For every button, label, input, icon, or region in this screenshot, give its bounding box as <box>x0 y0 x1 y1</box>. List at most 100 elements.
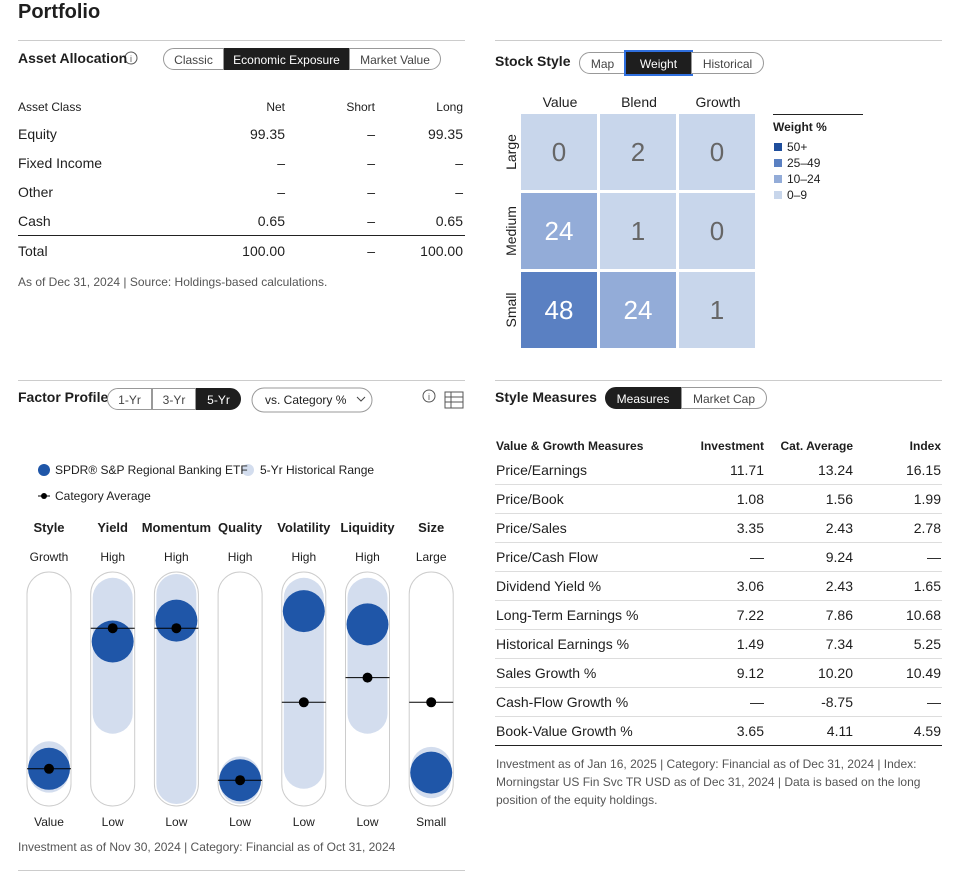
table-cell: Price/Cash Flow <box>496 549 598 565</box>
tab[interactable]: Market Value <box>349 48 441 70</box>
factor-name: Volatility <box>277 520 331 535</box>
table-cell: – <box>277 184 285 200</box>
factor-low: Low <box>356 815 379 829</box>
fund-marker <box>282 590 325 633</box>
table-cell: – <box>277 155 285 171</box>
fund-marker <box>155 599 198 642</box>
divider <box>18 40 465 41</box>
table-cell: 9.24 <box>825 549 853 565</box>
legend-marker <box>38 464 50 476</box>
factor-low: Low <box>165 815 188 829</box>
legend-marker <box>41 493 47 499</box>
table-cell: – <box>455 155 463 171</box>
table-cell: Historical Earnings % <box>496 636 630 652</box>
style-cell: 24 <box>600 272 676 348</box>
table-cell: 99.35 <box>249 126 285 142</box>
table-cell: 7.34 <box>825 636 853 652</box>
table-cell: 2.78 <box>913 520 941 536</box>
table-cell: Price/Earnings <box>496 462 588 478</box>
table-cell: Equity <box>18 126 57 142</box>
table-cell: Long-Term Earnings % <box>496 607 639 623</box>
legend-label: 50+ <box>787 140 808 154</box>
table-cell: 3.35 <box>736 520 764 536</box>
factor-low: Low <box>292 815 315 829</box>
row-divider <box>495 716 942 717</box>
factor-high: Growth <box>29 550 69 564</box>
dropdown[interactable]: vs. Category % <box>265 393 347 407</box>
factor-track <box>408 571 454 807</box>
table-cell: – <box>367 213 375 229</box>
column-header: Long <box>436 100 463 114</box>
table-cell: 0.65 <box>257 213 285 229</box>
row-divider <box>495 745 942 746</box>
row-divider <box>495 658 942 659</box>
factor-high: High <box>227 550 253 564</box>
info-icon[interactable]: i <box>422 389 436 403</box>
category-marker <box>362 672 373 683</box>
total-divider <box>18 235 465 236</box>
row-divider <box>495 571 942 572</box>
row-header: Small <box>503 292 519 328</box>
row-divider <box>495 513 942 514</box>
section-title: Factor Profile <box>18 389 109 405</box>
table-cell: -8.75 <box>821 694 853 710</box>
row-divider <box>495 600 942 601</box>
legend-swatch <box>774 143 782 151</box>
row-divider <box>495 687 942 688</box>
total-cell: 100.00 <box>420 243 463 259</box>
svg-text:i: i <box>428 392 430 402</box>
row-divider <box>495 484 942 485</box>
table-cell: 4.59 <box>913 723 941 739</box>
table-cell: 10.20 <box>817 665 853 681</box>
factor-low: Low <box>101 815 124 829</box>
divider <box>18 380 465 381</box>
table-cell: 16.15 <box>905 462 941 478</box>
tab[interactable]: 3-Yr <box>152 388 196 410</box>
tab[interactable]: 1-Yr <box>107 388 152 410</box>
table-cell: 2.43 <box>825 578 853 594</box>
tab[interactable]: Economic Exposure <box>224 48 349 70</box>
style-cell: 0 <box>679 114 755 190</box>
style-cell: 2 <box>600 114 676 190</box>
column-header: Value & Growth Measures <box>496 439 644 453</box>
table-cell: Other <box>18 184 54 200</box>
tab[interactable]: Market Cap <box>681 387 767 409</box>
tab[interactable]: Map <box>579 52 626 74</box>
table-icon[interactable] <box>444 391 464 409</box>
table-cell: Cash <box>18 213 51 229</box>
fund-marker <box>91 620 134 663</box>
category-marker <box>426 697 437 708</box>
table-cell: 1.08 <box>736 491 764 507</box>
tab[interactable]: Classic <box>163 48 224 70</box>
table-cell: Price/Book <box>496 491 564 507</box>
table-cell: — <box>927 549 941 565</box>
factor-high: Large <box>415 550 447 564</box>
info-icon[interactable]: i <box>124 51 138 65</box>
column-header: Investment <box>700 439 764 453</box>
legend-label: 25–49 <box>787 156 821 170</box>
tab[interactable]: Measures <box>605 387 681 409</box>
table-cell: 1.65 <box>913 578 941 594</box>
table-cell: 13.24 <box>817 462 853 478</box>
dropdown-box <box>251 387 373 413</box>
tab[interactable]: Weight <box>626 52 691 74</box>
row-divider <box>495 629 942 630</box>
divider <box>18 870 465 871</box>
table-cell: 1.49 <box>736 636 764 652</box>
historical-range <box>347 577 388 734</box>
tab[interactable]: Historical <box>691 52 764 74</box>
historical-range <box>283 577 324 789</box>
total-cell: Total <box>18 243 48 259</box>
page-title: Portfolio <box>18 1 101 23</box>
tab[interactable]: 5-Yr <box>196 388 241 410</box>
legend-title: Weight % <box>773 120 827 134</box>
legend-swatch <box>774 159 782 167</box>
table-cell: Book-Value Growth % <box>496 723 633 739</box>
table-cell: 10.68 <box>905 607 941 623</box>
style-cell: 1 <box>600 193 676 269</box>
factor-high: High <box>355 550 380 564</box>
legend-label: SPDR® S&P Regional Banking ETF <box>55 463 248 477</box>
column-header: Index <box>909 439 941 453</box>
